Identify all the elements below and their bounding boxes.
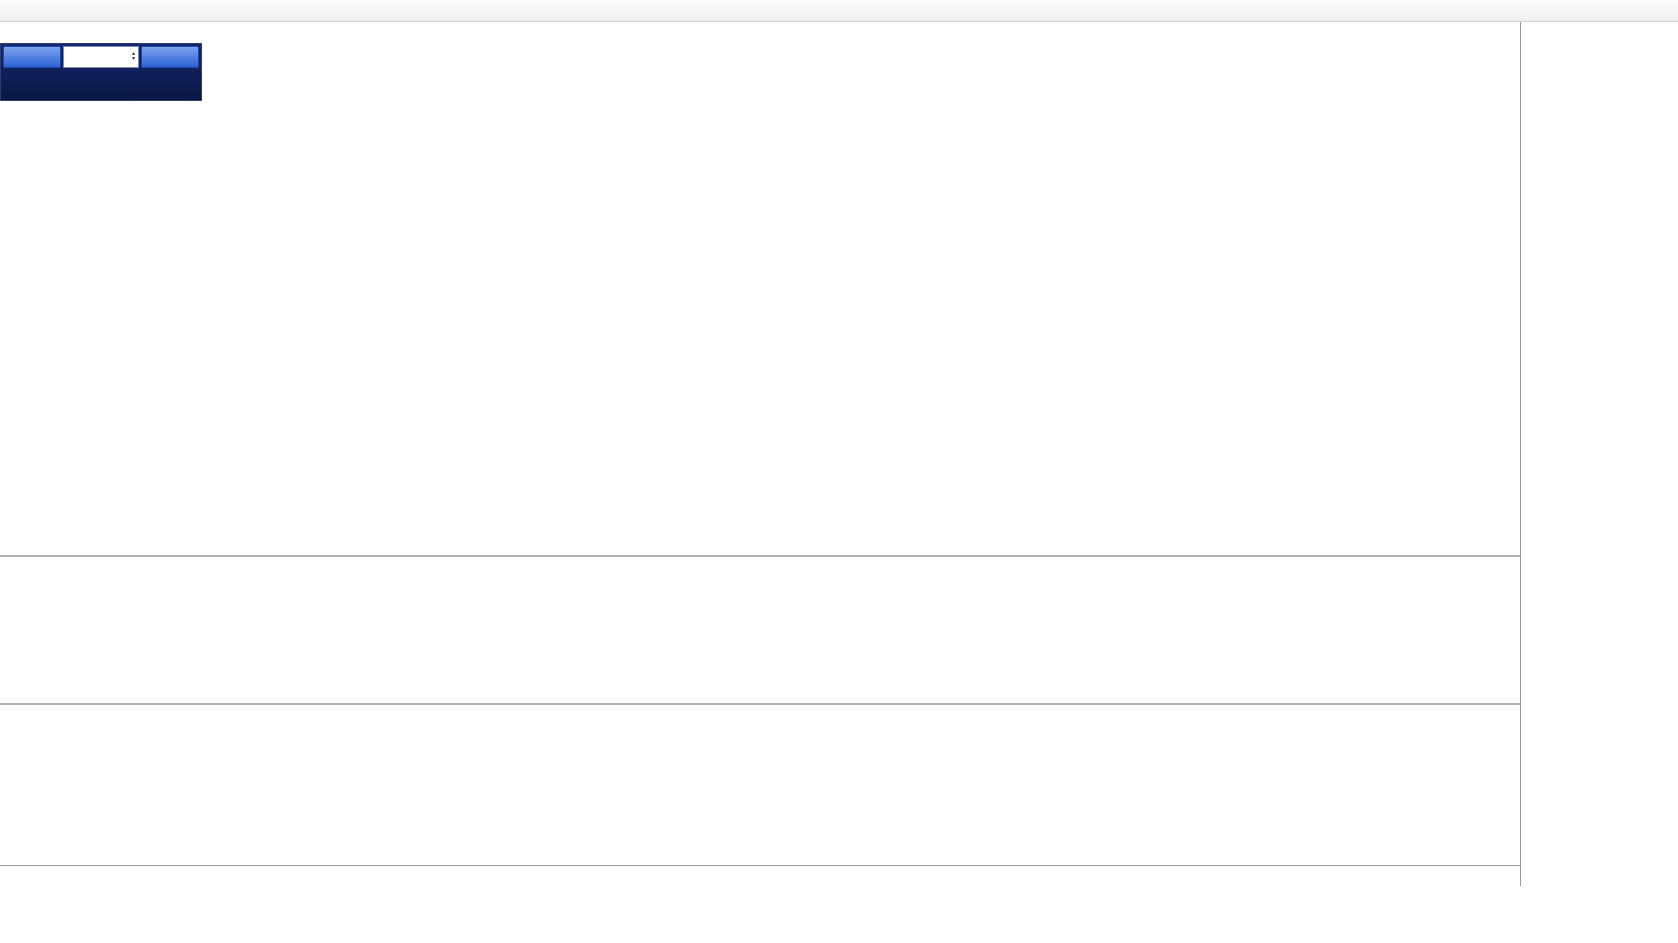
rsi-label bbox=[5, 707, 15, 718]
main-chart-panel[interactable]: ▴ ▾ bbox=[0, 22, 1520, 555]
sell-button[interactable] bbox=[3, 46, 61, 68]
buy-button[interactable] bbox=[141, 46, 199, 68]
date-axis[interactable] bbox=[0, 865, 1520, 886]
macd-panel[interactable] bbox=[0, 557, 1520, 703]
macd-canvas[interactable] bbox=[0, 557, 1520, 703]
spin-down-icon[interactable]: ▾ bbox=[131, 56, 135, 62]
panel-splitter[interactable] bbox=[0, 555, 1568, 557]
rsi-canvas[interactable] bbox=[0, 705, 1520, 865]
main-toolbar bbox=[0, 0, 1678, 22]
macd-label bbox=[5, 559, 20, 570]
panel-splitter[interactable] bbox=[0, 703, 1568, 705]
price-axis[interactable] bbox=[1520, 22, 1568, 886]
chart-window: ▴ ▾ bbox=[0, 22, 1568, 886]
spin-up-icon[interactable]: ▴ bbox=[131, 51, 135, 57]
chart-title bbox=[6, 25, 21, 37]
rsi-panel[interactable] bbox=[0, 705, 1520, 865]
volume-spinner[interactable]: ▴ ▾ bbox=[131, 51, 135, 62]
price-chart-canvas[interactable] bbox=[0, 22, 1520, 555]
one-click-trade-panel: ▴ ▾ bbox=[0, 43, 202, 101]
volume-input[interactable]: ▴ ▾ bbox=[63, 46, 139, 68]
